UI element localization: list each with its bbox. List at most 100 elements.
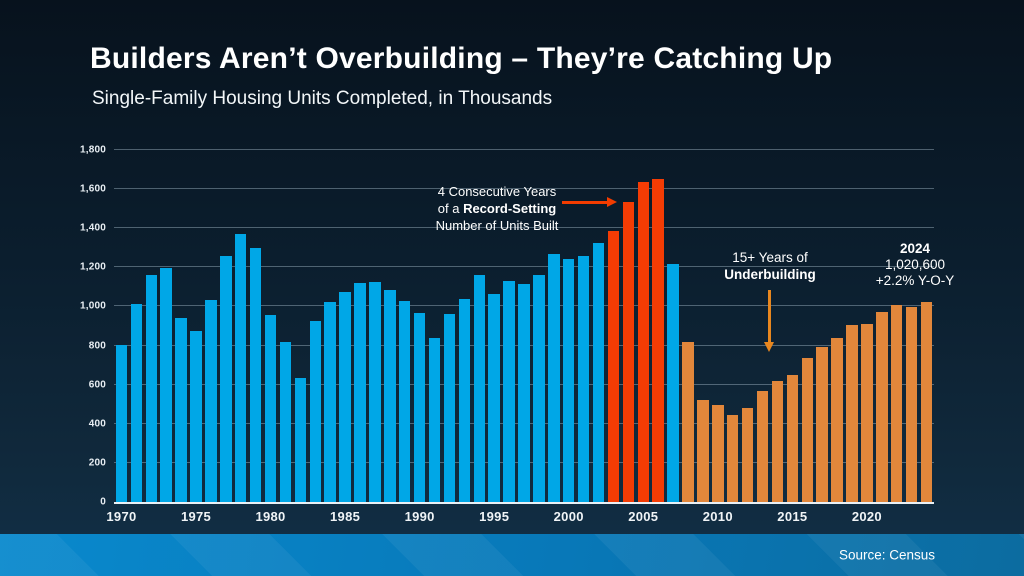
annotation-record-line2: of a Record-Setting: [437, 201, 557, 216]
bar-2020: [861, 323, 873, 502]
bar-2001: [577, 256, 590, 502]
bar-2006: [652, 178, 664, 502]
bar-2023: [905, 306, 918, 502]
x-tick-label-1985: 1985: [330, 509, 361, 524]
bar-2004: [622, 202, 635, 502]
bar-2021: [876, 312, 888, 502]
chart-subtitle: Single-Family Housing Units Completed, i…: [92, 88, 553, 109]
bar-1997: [518, 283, 530, 502]
plot-area: [114, 149, 934, 502]
bar-2005: [637, 182, 650, 502]
bar-1998: [533, 275, 545, 502]
bar-1988: [384, 289, 396, 502]
page-title: Builders Aren’t Overbuilding – They’re C…: [90, 42, 833, 75]
arrow-right-icon: [562, 197, 617, 207]
bar-1990: [413, 313, 426, 502]
annotation-underbuilding: 15+ Years of Underbuilding: [690, 249, 850, 283]
y-tick-label-1600: 1,600: [79, 183, 106, 195]
bar-1985: [339, 292, 351, 502]
bar-1978: [234, 234, 247, 502]
annotation-2024-year: 2024: [899, 241, 931, 256]
annotation-2024: 2024 1,020,600 +2.2% Y-O-Y: [835, 241, 995, 289]
y-tick-label-200: 200: [88, 457, 106, 469]
y-tick-label-1000: 1,000: [79, 300, 106, 312]
bar-2003: [607, 230, 620, 502]
bar-1995: [488, 293, 500, 502]
bar-1972: [145, 275, 158, 502]
annotation-under-line1: 15+ Years of: [732, 250, 808, 265]
y-tick-label-1200: 1,200: [79, 261, 106, 273]
bar-1987: [369, 282, 381, 502]
y-tick-label-1400: 1,400: [79, 222, 106, 234]
annotation-record-line1: 4 Consecutive Years: [437, 184, 557, 199]
bar-2014: [771, 380, 784, 502]
annotation-record-setting: 4 Consecutive Years of a Record-Setting …: [417, 183, 577, 234]
bar-1977: [220, 256, 232, 502]
bar-2010: [712, 405, 724, 502]
bar-2009: [697, 400, 709, 502]
bar-1999: [548, 253, 560, 502]
bar-2000: [562, 259, 575, 502]
bar-2007: [667, 263, 679, 502]
bar-1970: [115, 345, 128, 502]
bar-2019: [846, 325, 858, 502]
bar-1980: [264, 314, 277, 502]
bar-2015: [786, 375, 799, 502]
x-axis-line: [114, 502, 934, 504]
bar-1984: [324, 301, 336, 502]
bar-2017: [816, 346, 828, 502]
x-tick-label-1995: 1995: [479, 509, 510, 524]
x-axis-labels: 1970 1975 1980 1985 1990 1995 2000 2005 2010 2015…: [106, 509, 934, 527]
bar-2024: [920, 302, 933, 502]
bar-1974: [175, 318, 187, 502]
bar-1973: [160, 267, 172, 502]
x-tick-label-1975: 1975: [180, 509, 212, 524]
bar-2022: [890, 305, 903, 502]
gridline-1400: [114, 227, 934, 229]
y-tick-label-1800: 1,800: [79, 144, 106, 156]
bar-1992: [443, 313, 456, 502]
gridline-1600: [114, 188, 934, 190]
bar-2011: [726, 414, 739, 502]
bar-1994: [473, 275, 486, 502]
bar-1983: [309, 321, 322, 502]
bar-2012: [741, 407, 754, 502]
bar-1976: [205, 299, 217, 502]
y-tick-label-800: 800: [88, 340, 106, 352]
bar-1975: [190, 330, 202, 502]
x-tick-label-1980: 1980: [255, 509, 286, 524]
annotation-2024-yoy: +2.2% Y-O-Y: [875, 273, 955, 288]
bar-1993: [458, 298, 471, 502]
footer-bar: Source: Census: [0, 534, 1024, 576]
y-tick-label-0: 0: [100, 496, 106, 508]
x-tick-label-2015: 2015: [777, 509, 808, 524]
bar-2013: [756, 390, 769, 502]
x-tick-label-2010: 2010: [702, 509, 733, 524]
x-tick-label-1970: 1970: [106, 509, 137, 524]
bar-1981: [279, 341, 292, 502]
bar-1991: [428, 338, 441, 502]
y-tick-label-600: 600: [88, 379, 106, 391]
annotation-under-line2: Underbuilding: [724, 267, 816, 282]
x-tick-label-1990: 1990: [404, 509, 435, 524]
source-label: Source: Census: [838, 547, 935, 563]
x-tick-label-2000: 2000: [553, 509, 584, 524]
bar-1986: [354, 282, 366, 502]
y-tick-label-400: 400: [88, 418, 106, 430]
bar-1979: [249, 247, 262, 502]
annotation-record-line3: Number of Units Built: [435, 218, 559, 233]
bar-1989: [398, 301, 411, 502]
bar-2008: [682, 341, 694, 502]
x-tick-label-2005: 2005: [628, 509, 659, 524]
bar-2016: [801, 357, 814, 502]
bar-1982: [294, 378, 307, 502]
bar-2018: [831, 337, 843, 502]
annotation-2024-value: 1,020,600: [884, 257, 946, 272]
x-tick-label-2020: 2020: [851, 509, 882, 524]
bar-chart: 0 200 400 600 800 1,000 1,200 1,400 1,600 1,800 1…: [80, 145, 934, 524]
bar-2002: [592, 242, 605, 502]
arrow-down-icon: [764, 290, 774, 352]
gridline-1800: [114, 149, 934, 150]
bar-1971: [130, 303, 143, 502]
